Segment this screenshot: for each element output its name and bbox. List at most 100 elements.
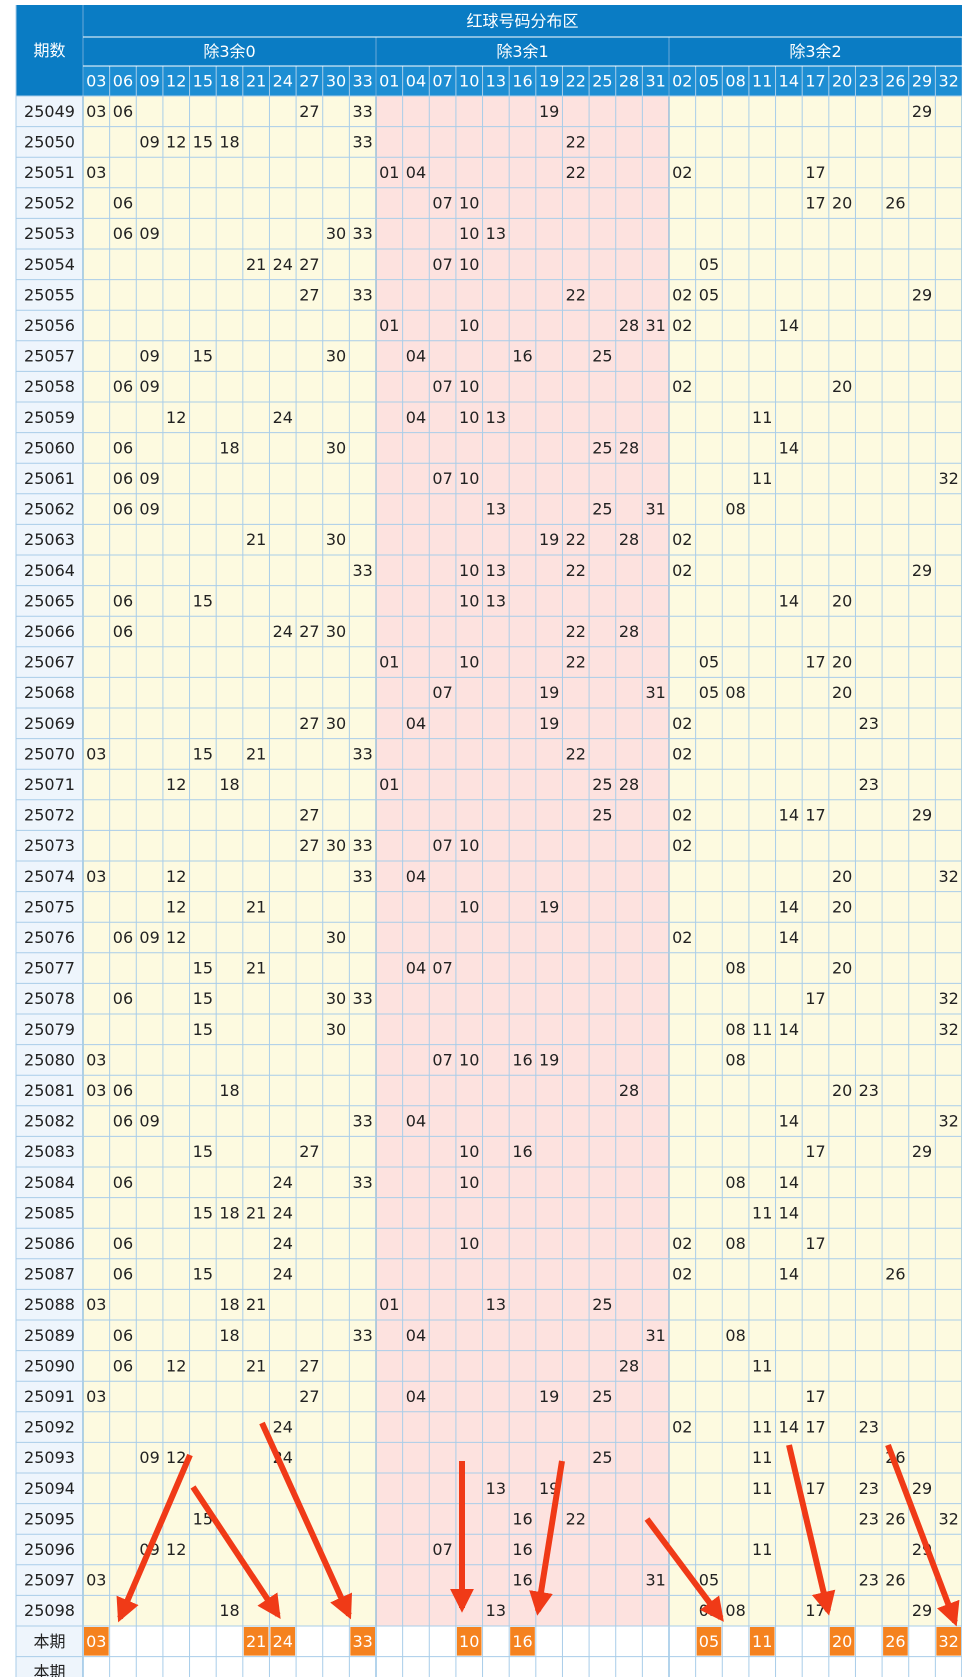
- current-number: 33: [353, 1632, 373, 1651]
- drawn-number: 12: [166, 897, 186, 916]
- column-number: 23: [859, 72, 879, 91]
- current-number: 21: [246, 1632, 266, 1651]
- drawn-number: 08: [725, 1020, 745, 1039]
- drawn-number: 03: [86, 1081, 106, 1100]
- drawn-number: 15: [193, 1142, 213, 1161]
- drawn-number: 29: [912, 806, 932, 825]
- current-number: 20: [832, 1632, 852, 1651]
- current-number: 26: [885, 1632, 905, 1651]
- drawn-number: 32: [939, 1112, 959, 1131]
- column-number: 28: [619, 72, 639, 91]
- drawn-number: 10: [459, 469, 479, 488]
- column-number: 09: [139, 72, 159, 91]
- drawn-number: 04: [406, 163, 426, 182]
- next-label: 本期: [33, 1662, 65, 1677]
- column-number: 30: [326, 72, 346, 91]
- period: 25094: [24, 1479, 75, 1498]
- drawn-number: 30: [326, 714, 346, 733]
- drawn-number: 02: [672, 836, 692, 855]
- drawn-number: 01: [379, 316, 399, 335]
- drawn-number: 15: [193, 959, 213, 978]
- drawn-number: 20: [832, 377, 852, 396]
- drawn-number: 06: [113, 469, 133, 488]
- highlight-cell: [883, 1627, 908, 1656]
- drawn-number: 04: [406, 959, 426, 978]
- drawn-number: 04: [406, 1326, 426, 1345]
- drawn-number: 05: [699, 1571, 719, 1590]
- drawn-number: 15: [193, 1020, 213, 1039]
- drawn-number: 02: [672, 928, 692, 947]
- drawn-number: 10: [459, 1234, 479, 1253]
- highlight-cell: [350, 1627, 375, 1656]
- drawn-number: 26: [885, 1571, 905, 1590]
- drawn-number: 04: [406, 1387, 426, 1406]
- drawn-number: 11: [752, 1418, 772, 1437]
- drawn-number: 17: [805, 653, 825, 672]
- drawn-number: 33: [353, 285, 373, 304]
- group-name: 除3余0: [203, 42, 255, 61]
- drawn-number: 05: [699, 285, 719, 304]
- drawn-number: 18: [219, 132, 239, 151]
- period: 25087: [24, 1265, 75, 1284]
- drawn-number: 22: [566, 163, 586, 182]
- drawn-number: 13: [486, 500, 506, 519]
- drawn-number: 29: [912, 561, 932, 580]
- drawn-number: 02: [672, 561, 692, 580]
- drawn-number: 24: [273, 408, 293, 427]
- column-number: 03: [86, 72, 106, 91]
- drawn-number: 25: [592, 438, 612, 457]
- drawn-number: 07: [432, 836, 452, 855]
- period: 25055: [24, 285, 75, 304]
- drawn-number: 22: [566, 1509, 586, 1528]
- drawn-number: 13: [486, 1601, 506, 1620]
- drawn-number: 06: [113, 1234, 133, 1253]
- drawn-number: 27: [299, 1142, 319, 1161]
- period: 25082: [24, 1112, 75, 1131]
- drawn-number: 24: [273, 1173, 293, 1192]
- drawn-number: 29: [912, 102, 932, 121]
- drawn-number: 16: [512, 1509, 532, 1528]
- drawn-number: 08: [725, 1050, 745, 1069]
- period: 25064: [24, 561, 75, 580]
- current-number: 10: [459, 1632, 479, 1651]
- drawn-number: 10: [459, 194, 479, 213]
- drawn-number: 03: [86, 102, 106, 121]
- drawn-number: 33: [353, 744, 373, 763]
- drawn-number: 10: [459, 377, 479, 396]
- column-number: 33: [353, 72, 373, 91]
- drawn-number: 09: [139, 928, 159, 947]
- drawn-number: 32: [939, 1020, 959, 1039]
- drawn-number: 21: [246, 897, 266, 916]
- period: 25081: [24, 1081, 75, 1100]
- drawn-number: 02: [672, 530, 692, 549]
- drawn-number: 15: [193, 1265, 213, 1284]
- drawn-number: 07: [432, 377, 452, 396]
- table-title: 红球号码分布区: [466, 12, 578, 31]
- column-number: 15: [193, 72, 213, 91]
- drawn-number: 05: [699, 683, 719, 702]
- drawn-number: 09: [139, 347, 159, 366]
- drawn-number: 17: [805, 1479, 825, 1498]
- drawn-number: 10: [459, 1050, 479, 1069]
- column-number: 25: [592, 72, 612, 91]
- drawn-number: 33: [353, 132, 373, 151]
- period: 25059: [24, 408, 75, 427]
- period: 25098: [24, 1601, 75, 1620]
- drawn-number: 27: [299, 1356, 319, 1375]
- drawn-number: 04: [406, 714, 426, 733]
- drawn-number: 06: [113, 1356, 133, 1375]
- highlight-cell: [510, 1627, 535, 1656]
- drawn-number: 14: [779, 591, 799, 610]
- period: 25077: [24, 959, 75, 978]
- drawn-number: 25: [592, 1448, 612, 1467]
- highlight-cell: [829, 1627, 855, 1656]
- drawn-number: 16: [512, 1571, 532, 1590]
- drawn-number: 06: [113, 622, 133, 641]
- period: 25096: [24, 1540, 75, 1559]
- drawn-number: 30: [326, 224, 346, 243]
- drawn-number: 28: [619, 1081, 639, 1100]
- drawn-number: 05: [699, 255, 719, 274]
- drawn-number: 11: [752, 1203, 772, 1222]
